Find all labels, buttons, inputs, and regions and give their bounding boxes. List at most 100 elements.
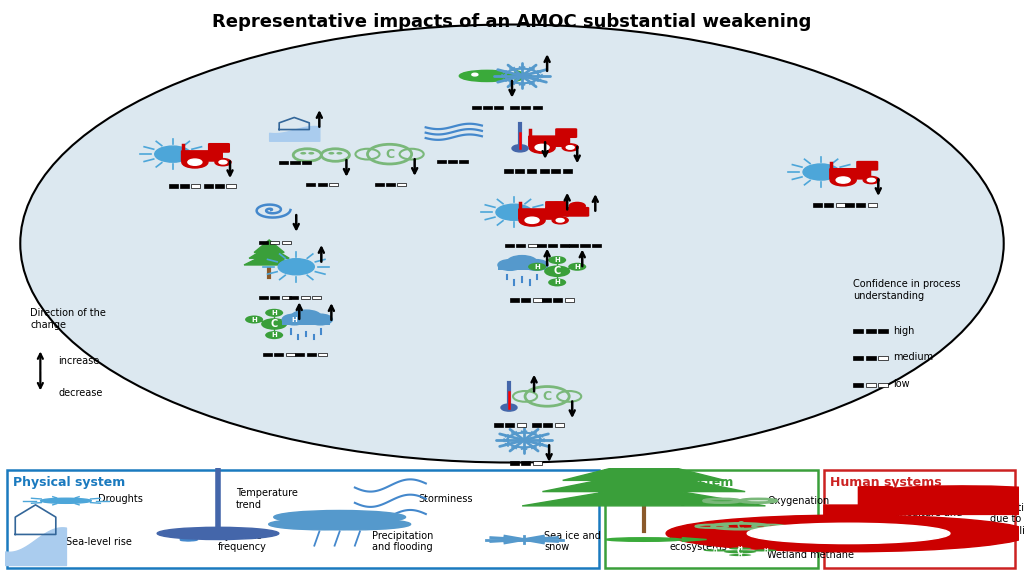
Bar <box>527 244 537 247</box>
Bar <box>283 318 331 325</box>
Circle shape <box>519 214 545 226</box>
Polygon shape <box>244 253 294 265</box>
Bar <box>856 203 865 207</box>
Bar <box>564 298 573 301</box>
Bar <box>291 160 299 164</box>
Bar <box>836 203 845 207</box>
Bar <box>226 185 236 187</box>
Text: Wetland methane: Wetland methane <box>767 550 854 560</box>
FancyBboxPatch shape <box>528 135 570 147</box>
Bar <box>555 423 563 427</box>
Bar <box>306 353 315 356</box>
Bar <box>813 203 822 207</box>
Bar <box>317 183 327 186</box>
Bar <box>311 296 321 299</box>
Circle shape <box>900 486 1024 501</box>
Polygon shape <box>254 240 285 253</box>
FancyBboxPatch shape <box>7 470 599 568</box>
Bar <box>472 106 481 109</box>
Circle shape <box>308 314 333 325</box>
Bar <box>562 170 571 173</box>
FancyBboxPatch shape <box>823 504 884 532</box>
Circle shape <box>666 515 1024 552</box>
Circle shape <box>552 217 568 224</box>
Bar <box>306 183 315 186</box>
Text: Confidence in process
understanding: Confidence in process understanding <box>853 279 961 301</box>
Bar <box>521 106 530 109</box>
Bar <box>191 185 201 187</box>
FancyBboxPatch shape <box>824 470 1015 568</box>
Circle shape <box>863 176 880 183</box>
Ellipse shape <box>20 25 1004 462</box>
Bar <box>532 298 542 301</box>
Bar <box>259 296 268 299</box>
Bar <box>549 244 557 247</box>
Bar <box>879 383 889 387</box>
Circle shape <box>556 218 564 222</box>
Bar <box>865 383 876 387</box>
Bar <box>483 106 493 109</box>
Bar <box>521 298 530 301</box>
Bar <box>879 356 889 360</box>
Circle shape <box>498 260 522 270</box>
Bar <box>282 241 291 245</box>
Bar <box>317 353 327 356</box>
FancyBboxPatch shape <box>545 201 567 211</box>
Text: Oxygenation: Oxygenation <box>767 496 829 506</box>
Circle shape <box>245 316 263 324</box>
Circle shape <box>755 550 776 551</box>
Circle shape <box>472 73 478 76</box>
Text: Sea ice and
snow: Sea ice and snow <box>545 531 601 552</box>
Bar <box>592 244 601 247</box>
Circle shape <box>336 152 342 155</box>
Circle shape <box>822 527 944 540</box>
Bar <box>865 356 876 360</box>
Bar <box>304 521 375 529</box>
Bar <box>532 106 542 109</box>
Circle shape <box>566 146 574 149</box>
Bar <box>532 461 542 465</box>
Polygon shape <box>563 460 725 480</box>
Bar <box>532 423 541 427</box>
Text: H: H <box>713 548 717 553</box>
Bar <box>494 423 503 427</box>
Bar <box>289 296 298 299</box>
Text: Direction of the
change: Direction of the change <box>31 308 106 330</box>
Text: Migration pressure
due to degradation
in livelihoods: Migration pressure due to degradation in… <box>990 503 1024 536</box>
Bar <box>302 160 311 164</box>
Bar <box>505 423 514 427</box>
Circle shape <box>867 178 876 182</box>
Bar <box>542 298 551 301</box>
Bar <box>510 106 519 109</box>
Text: Representative impacts of an AMOC substantial weakening: Representative impacts of an AMOC substa… <box>212 13 812 30</box>
Text: Agriculture and
food production: Agriculture and food production <box>887 508 964 530</box>
Bar <box>180 185 189 187</box>
Circle shape <box>265 331 284 339</box>
Text: H: H <box>251 316 257 323</box>
Polygon shape <box>543 471 745 492</box>
Bar <box>510 298 519 301</box>
Text: C: C <box>737 547 743 556</box>
Bar <box>329 183 338 186</box>
FancyBboxPatch shape <box>829 168 871 179</box>
FancyBboxPatch shape <box>545 207 569 217</box>
Polygon shape <box>522 485 765 506</box>
Bar <box>853 329 863 333</box>
Bar <box>824 203 834 207</box>
Circle shape <box>548 256 566 264</box>
Text: Vegetation: Vegetation <box>669 496 722 506</box>
Polygon shape <box>515 70 532 82</box>
Bar <box>544 423 552 427</box>
Bar <box>449 160 457 163</box>
Text: H: H <box>763 548 768 553</box>
Circle shape <box>273 511 406 524</box>
Bar <box>516 423 525 427</box>
Text: medium: medium <box>893 352 934 363</box>
FancyBboxPatch shape <box>856 161 879 171</box>
Bar <box>169 185 178 187</box>
Bar <box>521 461 530 465</box>
Text: high: high <box>893 325 914 336</box>
Circle shape <box>155 146 190 162</box>
Ellipse shape <box>606 537 682 541</box>
Bar <box>274 353 284 356</box>
